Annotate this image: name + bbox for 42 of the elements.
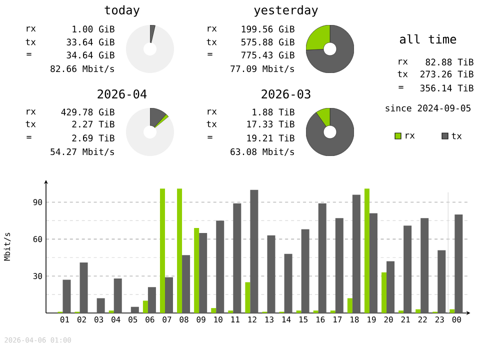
text: 199.56 GiB: [242, 26, 294, 32]
chart-title: yesterday: [254, 5, 318, 17]
text: 1.88 TiB: [252, 108, 294, 116]
text: tx: [398, 70, 408, 78]
legend-label: tx: [452, 132, 462, 140]
text: 2.69 TiB: [72, 134, 114, 142]
text: tx: [26, 120, 36, 128]
text: rx: [26, 109, 36, 115]
text: rx: [208, 26, 217, 32]
text: 17.33 TiB: [247, 120, 294, 128]
text: rx: [208, 109, 217, 115]
chart-title: today: [104, 5, 140, 17]
chart-title: 2026-04: [98, 89, 147, 99]
text: all time: [400, 34, 456, 44]
text: rx: [26, 26, 36, 32]
text: =: [26, 136, 32, 138]
text: 1.00 GiB: [72, 26, 114, 32]
text: 33.64 GiB: [66, 38, 114, 46]
text: tx: [206, 38, 217, 46]
text: 356.14 TiB: [420, 84, 474, 92]
text: 575.88 GiB: [241, 38, 294, 46]
text: tx: [206, 120, 217, 128]
text: since 2024-09-05: [386, 104, 470, 112]
text: =: [26, 52, 32, 56]
text: 429.78 GiB: [61, 108, 114, 116]
text: 77.09 Mbit/s: [230, 65, 294, 73]
chart-title: 2026-03: [262, 89, 310, 99]
text: 82.88 TiB: [426, 58, 474, 66]
text: 273.26 TiB: [420, 70, 474, 78]
text: rx: [398, 59, 408, 65]
text: tx: [26, 38, 36, 46]
text: =: [208, 136, 212, 138]
text: 54.27 Mbit/s: [50, 148, 114, 156]
text: 19.21 TiB: [247, 134, 294, 142]
text: =: [208, 52, 212, 56]
text: 34.64 GiB: [66, 52, 114, 58]
text: 2.27 TiB: [72, 120, 114, 128]
text: 82.66 Mbit/s: [50, 65, 114, 73]
text: 775.43 GiB: [241, 52, 294, 58]
text: =: [398, 86, 404, 88]
legend-label: rx: [406, 133, 415, 139]
text: 63.08 Mbit/s: [230, 148, 294, 156]
